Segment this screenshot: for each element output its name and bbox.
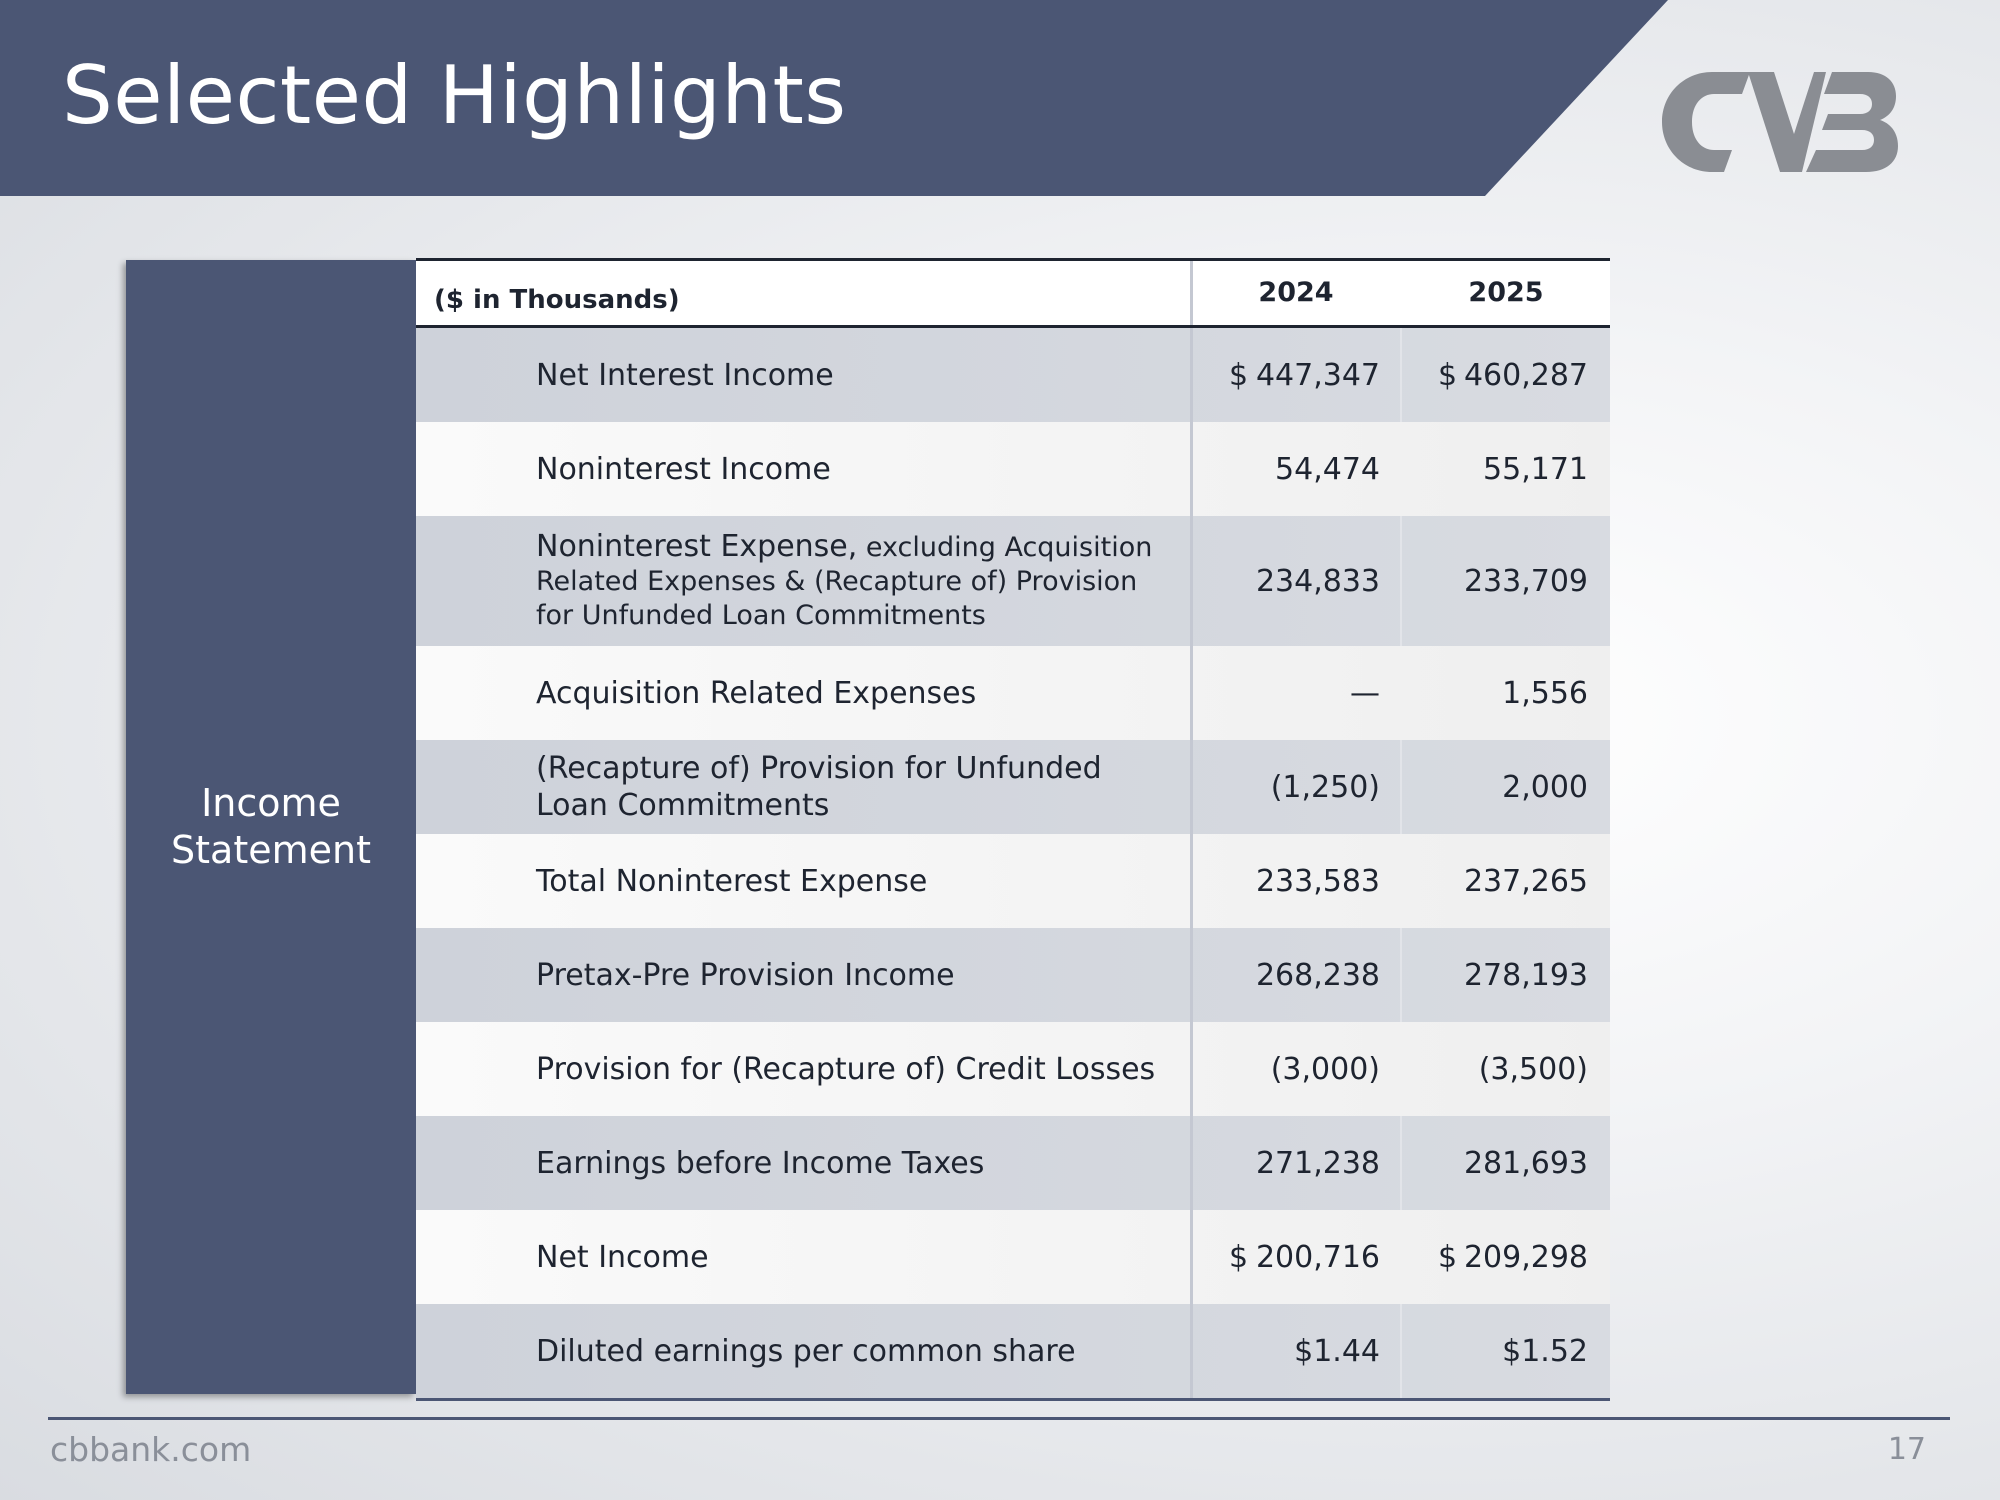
footer-divider xyxy=(48,1417,1950,1420)
row-label: Net Income xyxy=(536,1239,709,1275)
row-label: Net Interest Income xyxy=(536,357,834,393)
value-2025: $209,298 xyxy=(1400,1210,1608,1304)
value-amount: 55,171 xyxy=(1483,451,1588,487)
value-amount: 1,556 xyxy=(1502,675,1588,711)
table-row: Net Interest Income $447,347 $460,287 xyxy=(416,328,1610,422)
value-2024: $200,716 xyxy=(1190,1210,1400,1304)
value-amount: 233,583 xyxy=(1255,863,1380,899)
value-2025: 2,000 xyxy=(1400,740,1608,834)
row-label: Diluted earnings per common share xyxy=(536,1333,1076,1369)
table-row: Noninterest Income 54,474 55,171 xyxy=(416,422,1610,516)
value-2024: (1,250) xyxy=(1190,740,1400,834)
column-divider xyxy=(1190,261,1193,325)
value-amount: 278,193 xyxy=(1463,957,1588,993)
value-2025: 237,265 xyxy=(1400,834,1608,928)
table-row: Pretax-Pre Provision Income 268,238 278,… xyxy=(416,928,1610,1022)
page-number: 17 xyxy=(1887,1432,1926,1467)
value-amount: 268,238 xyxy=(1255,957,1380,993)
value-amount: (3,500) xyxy=(1478,1051,1588,1087)
section-label: Income Statement xyxy=(171,781,371,872)
highlights-table: ($ in Thousands) 2024 2025 Net Interest … xyxy=(416,258,1610,1401)
value-amount: $1.44 xyxy=(1294,1333,1380,1369)
value-2024: 271,238 xyxy=(1190,1116,1400,1210)
title-banner xyxy=(0,0,1668,196)
value-2025: 233,709 xyxy=(1400,516,1608,646)
currency-prefix: $ xyxy=(1229,1239,1249,1275)
value-2024: 54,474 xyxy=(1190,422,1400,516)
value-amount: (3,000) xyxy=(1270,1051,1380,1087)
value-amount: 209,298 xyxy=(1463,1239,1588,1275)
currency-prefix: $ xyxy=(1438,1239,1458,1275)
value-amount: 237,265 xyxy=(1463,863,1588,899)
value-amount: 234,833 xyxy=(1255,563,1380,599)
row-label-lead: Noninterest Expense, xyxy=(536,528,858,564)
table-row: Acquisition Related Expenses — 1,556 xyxy=(416,646,1610,740)
row-label: Noninterest Expense, excluding Acquisiti… xyxy=(416,516,1190,646)
value-amount: 2,000 xyxy=(1502,769,1588,805)
row-label: Earnings before Income Taxes xyxy=(536,1145,985,1181)
table-row: Total Noninterest Expense 233,583 237,26… xyxy=(416,834,1610,928)
value-amount: 447,347 xyxy=(1255,357,1380,393)
value-amount: 233,709 xyxy=(1463,563,1588,599)
value-2024: 233,583 xyxy=(1190,834,1400,928)
value-2025: 55,171 xyxy=(1400,422,1608,516)
row-label: Acquisition Related Expenses xyxy=(536,675,977,711)
currency-prefix: $ xyxy=(1438,357,1458,393)
value-2024: $447,347 xyxy=(1190,328,1400,422)
value-amount: 460,287 xyxy=(1463,357,1588,393)
value-2024: 268,238 xyxy=(1190,928,1400,1022)
value-amount: 200,716 xyxy=(1255,1239,1380,1275)
table-row: Earnings before Income Taxes 271,238 281… xyxy=(416,1116,1610,1210)
value-2025: (3,500) xyxy=(1400,1022,1608,1116)
value-amount: — xyxy=(1350,675,1380,711)
footer-website: cbbank.com xyxy=(50,1430,252,1469)
value-2025: 278,193 xyxy=(1400,928,1608,1022)
table-row: (Recapture of) Provision for Unfunded Lo… xyxy=(416,740,1610,834)
page-title: Selected Highlights xyxy=(62,49,847,142)
table-row: Provision for (Recapture of) Credit Loss… xyxy=(416,1022,1610,1116)
value-2024: — xyxy=(1190,646,1400,740)
value-2025: 281,693 xyxy=(1400,1116,1608,1210)
table-row: Net Income $200,716 $209,298 xyxy=(416,1210,1610,1304)
value-2025: $460,287 xyxy=(1400,328,1608,422)
row-label-rest: excluding Acquisition Related Expenses &… xyxy=(536,531,1153,631)
section-panel: Income Statement xyxy=(126,260,416,1394)
year-header-2025: 2025 xyxy=(1468,277,1544,308)
value-2025: $1.52 xyxy=(1400,1304,1608,1398)
table-row: Diluted earnings per common share $1.44 … xyxy=(416,1304,1610,1401)
row-label: Pretax-Pre Provision Income xyxy=(536,957,955,993)
table-body: Net Interest Income $447,347 $460,287 No… xyxy=(416,328,1610,1401)
value-amount: $1.52 xyxy=(1502,1333,1588,1369)
currency-prefix: $ xyxy=(1229,357,1249,393)
row-label: Noninterest Income xyxy=(536,451,831,487)
row-label: (Recapture of) Provision for Unfunded Lo… xyxy=(536,751,1102,823)
value-amount: (1,250) xyxy=(1270,769,1380,805)
table-header-row: ($ in Thousands) 2024 2025 xyxy=(416,261,1610,328)
value-2025: 1,556 xyxy=(1400,646,1608,740)
value-amount: 271,238 xyxy=(1255,1145,1380,1181)
unit-header: ($ in Thousands) xyxy=(434,285,680,315)
value-amount: 54,474 xyxy=(1275,451,1380,487)
year-header-2024: 2024 xyxy=(1258,277,1334,308)
row-label: Total Noninterest Expense xyxy=(536,863,928,899)
row-label: Provision for (Recapture of) Credit Loss… xyxy=(536,1051,1156,1087)
table-row: Noninterest Expense, excluding Acquisiti… xyxy=(416,516,1610,646)
value-2024: 234,833 xyxy=(1190,516,1400,646)
value-2024: (3,000) xyxy=(1190,1022,1400,1116)
cvb-logo-icon xyxy=(1662,72,1898,172)
value-amount: 281,693 xyxy=(1463,1145,1588,1181)
value-2024: $1.44 xyxy=(1190,1304,1400,1398)
